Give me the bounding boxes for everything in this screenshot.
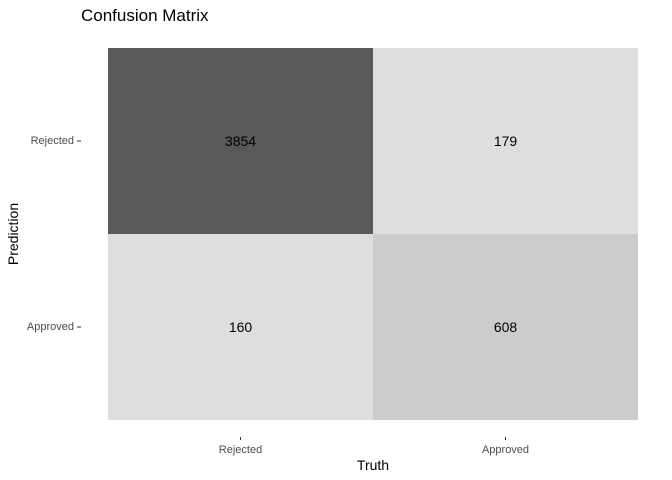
cell-pred-approved-truth-rejected [108, 234, 373, 420]
x-tick-label-rejected: Rejected [219, 444, 262, 456]
cell-pred-approved-truth-approved [373, 234, 638, 420]
x-axis: Rejected Approved [219, 437, 529, 456]
cell-pred-rejected-truth-approved [373, 48, 638, 234]
cell-value-labels: 3854 179 160 608 [225, 133, 517, 335]
x-tick-label-approved: Approved [482, 444, 529, 456]
cell-value-label: 3854 [225, 133, 256, 149]
cell-value-label: 608 [494, 319, 518, 335]
chart-title: Confusion Matrix [81, 6, 209, 25]
cell-value-label: 179 [494, 133, 518, 149]
cell-value-label: 160 [229, 319, 253, 335]
heatmap-cells [108, 48, 638, 420]
y-tick-label-approved: Approved [27, 321, 74, 333]
y-axis-title: Prediction [5, 203, 21, 265]
y-tick-label-rejected: Rejected [31, 135, 74, 147]
y-axis: Rejected Approved [27, 135, 81, 333]
cell-pred-rejected-truth-rejected [108, 48, 373, 234]
x-axis-title: Truth [357, 457, 389, 473]
